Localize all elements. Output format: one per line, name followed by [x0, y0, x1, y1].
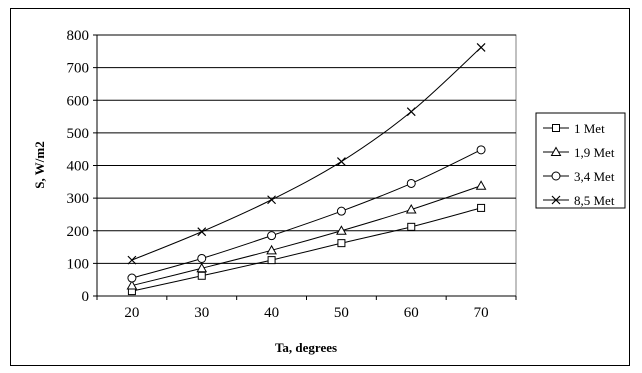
legend-marker-8-5-met: [551, 195, 561, 205]
data-point-1-9-met-20: [126, 280, 138, 290]
axes: [93, 34, 517, 300]
data-point-3-4-met-20: [127, 273, 137, 283]
legend: 1 Met 1,9 Met 3,4 Met 8,5 Met: [543, 121, 615, 208]
y-tick-label-300: 300: [67, 191, 90, 207]
y-tick-label-100: 100: [67, 256, 90, 272]
series-line-1-9-met: [131, 185, 482, 287]
data-point-1-met-30: [197, 271, 206, 280]
legend-box: [535, 112, 626, 209]
series-line-8-5-met: [131, 47, 482, 261]
data-point-3-4-met-70: [476, 145, 486, 155]
data-point-1-9-met-50: [336, 225, 347, 235]
data-point-1-met-60: [407, 222, 416, 231]
x-axis-title: Ta, degrees: [275, 340, 337, 355]
legend-label-8-5-met: 8,5 Met: [574, 193, 615, 208]
data-point-8-5-met-70: [476, 42, 486, 52]
x-tick-label-40: 40: [264, 305, 279, 321]
data-point-1-9-met-70: [475, 180, 487, 190]
data-point-1-met-70: [477, 203, 486, 212]
data-point-1-met-40: [267, 256, 276, 265]
legend-label-1-met: 1 Met: [574, 121, 605, 136]
legend-marker-3-4-met: [551, 171, 561, 181]
x-tick-label-30: 30: [194, 305, 209, 321]
gridlines: [97, 34, 516, 264]
series-group: [126, 42, 487, 296]
legend-marker-1-9-met: [550, 146, 562, 156]
data-point-8-5-met-20: [127, 255, 137, 265]
y-tick-label-500: 500: [67, 126, 90, 142]
data-point-8-5-met-30: [197, 227, 207, 237]
y-tick-label-0: 0: [82, 289, 90, 305]
series-line-3-4-met: [131, 149, 482, 279]
y-tick-label-800: 800: [67, 28, 90, 44]
data-point-8-5-met-40: [267, 195, 277, 205]
legend-label-3-4-met: 3,4 Met: [574, 169, 615, 184]
legend-label-1-9-met: 1,9 Met: [574, 145, 615, 160]
x-tick-label-20: 20: [124, 305, 139, 321]
y-axis-title: S, W/m2: [32, 141, 47, 188]
data-point-3-4-met-60: [406, 178, 416, 188]
y-tick-label-600: 600: [67, 93, 90, 109]
legend-marker-1-met: [552, 124, 560, 132]
y-tick-label-200: 200: [67, 224, 90, 240]
y-tick-label-400: 400: [67, 159, 90, 175]
x-tick-label-60: 60: [404, 305, 419, 321]
data-point-3-4-met-50: [336, 206, 346, 216]
data-point-1-9-met-40: [266, 244, 277, 255]
data-point-3-4-met-40: [267, 231, 277, 241]
data-point-8-5-met-50: [336, 157, 346, 167]
series-line-1-met: [131, 207, 482, 292]
x-tick-label-50: 50: [334, 305, 349, 321]
data-point-1-met-50: [337, 239, 346, 248]
data-point-1-9-met-60: [405, 204, 417, 214]
y-tick-label-700: 700: [67, 61, 90, 77]
data-point-8-5-met-60: [406, 107, 416, 117]
data-point-1-9-met-30: [196, 262, 208, 273]
x-tick-label-70: 70: [474, 305, 489, 321]
data-point-3-4-met-30: [197, 253, 207, 263]
tick-labels: 0 100 200 300 400 500 600 700 800 20 30 40 50 60 70: [67, 28, 489, 321]
